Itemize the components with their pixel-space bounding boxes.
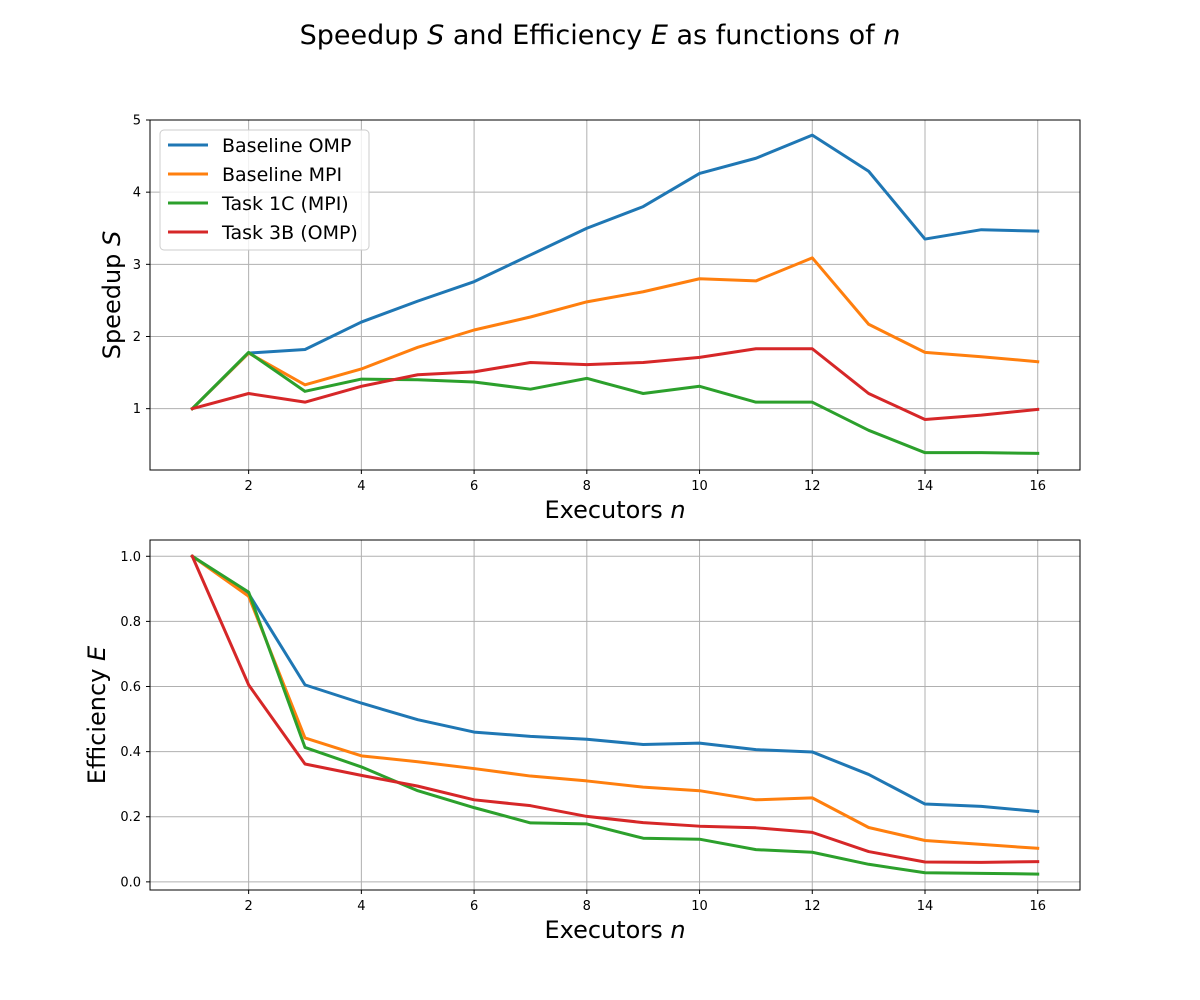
efficiency-y-axis-label: Efficiency E — [83, 645, 111, 784]
speedup-series — [190, 133, 1040, 455]
speedup-ylabel-var: S — [98, 231, 126, 246]
speedup-y-tick-label: 1 — [133, 402, 141, 417]
title-var-n: n — [883, 20, 900, 51]
speedup-xlabel-text: Executors — [544, 496, 670, 524]
speedup-x-tick-label: 16 — [1029, 479, 1046, 494]
title-part-3: as functions of — [668, 20, 883, 51]
legend-label-baseline-omp: Baseline OMP — [222, 135, 351, 157]
speedup-x-tick-label: 10 — [691, 479, 708, 494]
speedup-line-baseline-mpi — [190, 256, 1040, 411]
title-part-2: and Efficiency — [444, 20, 651, 51]
efficiency-grid — [150, 540, 1080, 890]
speedup-line-task-1c-mpi — [190, 350, 1040, 455]
legend-label-baseline-mpi: Baseline MPI — [222, 164, 342, 186]
efficiency-x-tick-label: 14 — [917, 899, 934, 914]
speedup-grid — [150, 119, 1080, 470]
speedup-x-tick-label: 2 — [244, 479, 252, 494]
speedup-xlabel-var: n — [670, 496, 685, 524]
efficiency-line-baseline-mpi — [190, 554, 1040, 850]
efficiency-y-tick-label: 1.0 — [120, 550, 141, 565]
speedup-y-tick-label: 3 — [133, 258, 141, 273]
efficiency-x-tick-label: 12 — [804, 899, 821, 914]
title-var-e: E — [651, 20, 668, 51]
speedup-x-axis-label: Executors n — [544, 496, 685, 524]
efficiency-ylabel-var: E — [83, 645, 111, 661]
speedup-x-tick-label: 6 — [470, 479, 478, 494]
efficiency-y-tick-label: 0.4 — [120, 745, 141, 760]
speedup-y-tick-label: 2 — [133, 330, 141, 345]
efficiency-x-tick-label: 4 — [357, 899, 365, 914]
efficiency-series — [190, 554, 1040, 876]
speedup-x-tick-label: 12 — [804, 479, 821, 494]
efficiency-x-axis-label: Executors n — [544, 916, 685, 944]
efficiency-x-tick-label: 6 — [470, 899, 478, 914]
efficiency-line-baseline-omp — [190, 554, 1040, 814]
efficiency-subplot: 2 4 6 8 10 12 14 16 0.0 0.2 0.4 0.6 0.8 1.0 Executor… — [83, 539, 1081, 944]
efficiency-xlabel-text: Executors — [544, 916, 670, 944]
efficiency-x-tick-label: 2 — [244, 899, 252, 914]
efficiency-x-tick-label: 10 — [691, 899, 708, 914]
efficiency-y-tick-label: 0.2 — [120, 810, 141, 825]
speedup-x-tick-label: 14 — [917, 479, 934, 494]
speedup-y-tick-label: 5 — [133, 114, 141, 129]
legend-box — [159, 129, 370, 251]
efficiency-line-task-1c-mpi — [190, 554, 1040, 876]
efficiency-xlabel-var: n — [670, 916, 685, 944]
speedup-ylabel-text: Speedup — [98, 246, 126, 359]
efficiency-x-tick-label: 8 — [583, 899, 591, 914]
legend: Baseline OMP Baseline MPI Task 1C (MPI) Tas… — [159, 129, 370, 251]
figure-title: Speedup S and Efficiency E as functions … — [300, 20, 901, 51]
speedup-x-ticks: 2 4 6 8 10 12 14 16 — [244, 470, 1046, 494]
speedup-y-tick-label: 4 — [133, 186, 141, 201]
efficiency-y-ticks: 0.0 0.2 0.4 0.6 0.8 1.0 — [120, 550, 150, 890]
title-var-s: S — [427, 20, 444, 51]
efficiency-ylabel-text: Efficiency — [83, 661, 111, 784]
efficiency-line-task-3b-omp — [190, 554, 1040, 864]
speedup-x-tick-label: 4 — [357, 479, 365, 494]
speedup-line-task-3b-omp — [190, 347, 1040, 421]
speedup-x-tick-label: 8 — [583, 479, 591, 494]
efficiency-x-ticks: 2 4 6 8 10 12 14 16 — [244, 890, 1046, 914]
speedup-y-ticks: 1 2 3 4 5 — [133, 114, 150, 417]
legend-label-task-1c-mpi: Task 1C (MPI) — [221, 193, 349, 215]
efficiency-y-tick-label: 0.8 — [120, 615, 141, 630]
speedup-axes-frame — [149, 119, 1081, 471]
efficiency-x-tick-label: 16 — [1029, 899, 1046, 914]
title-part-1: Speedup — [300, 20, 427, 51]
legend-label-task-3b-omp: Task 3B (OMP) — [221, 222, 358, 244]
efficiency-y-tick-label: 0.6 — [120, 680, 141, 695]
efficiency-axes-frame — [149, 539, 1081, 891]
speedup-line-baseline-omp — [190, 133, 1040, 411]
speedup-y-axis-label: Speedup S — [98, 231, 126, 360]
efficiency-y-tick-label: 0.0 — [120, 875, 141, 890]
